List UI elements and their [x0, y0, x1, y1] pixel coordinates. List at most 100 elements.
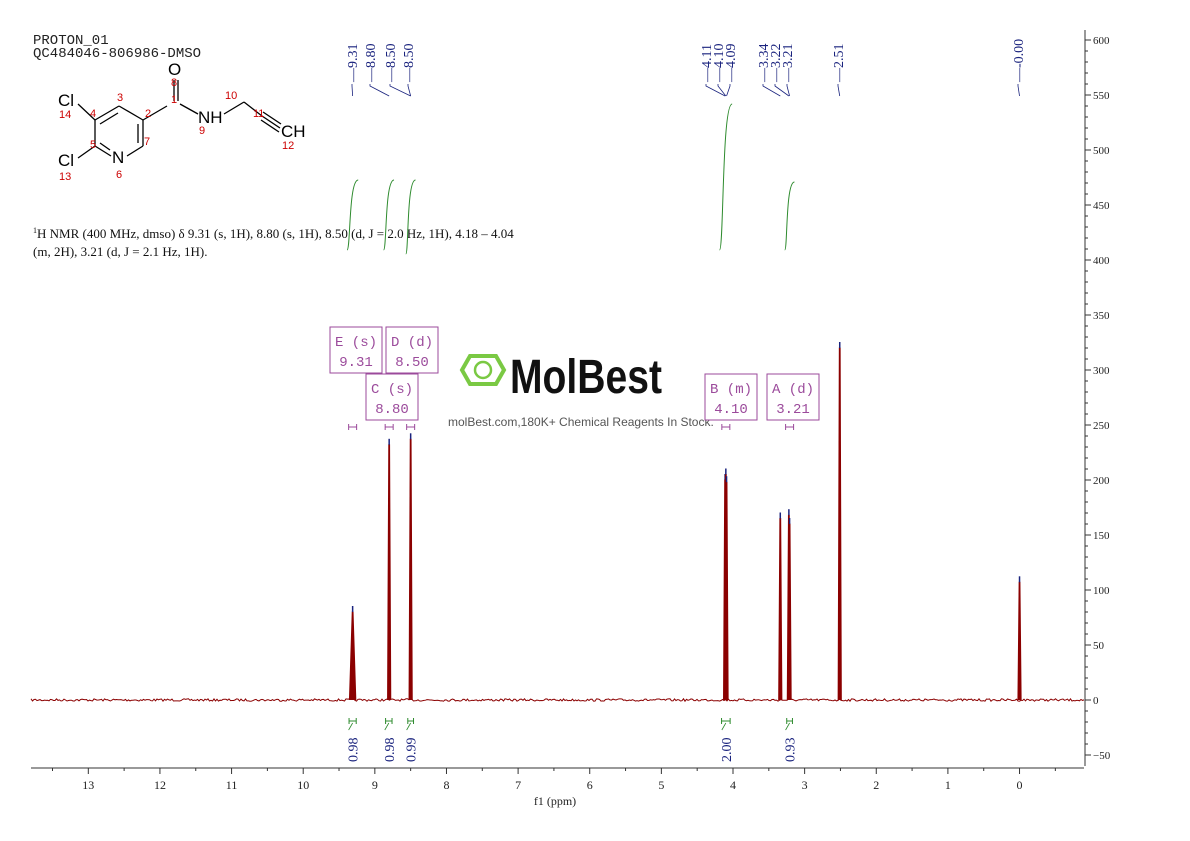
integrals: 0.98 0.98 0.99 2.00 0.93 — [346, 103, 799, 763]
multiplet-box: C (s) 8.80 — [365, 373, 419, 430]
multiplet-box-frame — [766, 373, 820, 421]
multiplet-letter: D (d) — [391, 335, 433, 351]
integral-connector — [384, 722, 390, 731]
integral-value: 0.93 — [784, 738, 799, 763]
multiplet-range-marker — [348, 424, 358, 430]
multiplet-range-marker — [406, 424, 416, 430]
y-tick-label: 500 — [1093, 145, 1110, 157]
superscript-1: 1 — [33, 226, 37, 235]
y-tick-label: 50 — [1093, 640, 1105, 652]
x-tick-label: 12 — [154, 778, 166, 792]
spectrum-baseline — [30, 697, 1085, 703]
atom-number: 7 — [144, 136, 150, 148]
atom-number: 14 — [59, 109, 71, 121]
peak — [408, 438, 413, 701]
integral-curve — [383, 179, 395, 251]
peak-label-connector — [389, 84, 411, 97]
multiplet-range-marker — [721, 424, 731, 430]
atom-number: 5 — [90, 139, 96, 151]
x-tick-label: 2 — [873, 778, 879, 792]
multiplet-shift: 8.50 — [395, 355, 429, 371]
integral-bracket — [348, 718, 357, 724]
integral-value: 0.98 — [347, 738, 362, 763]
y-tick-label: 200 — [1093, 475, 1110, 487]
integral-connector — [721, 722, 727, 731]
integral-bracket — [721, 718, 731, 724]
multiplet-box-frame — [704, 373, 758, 421]
multiplet-letter: B (m) — [710, 382, 752, 398]
peak-label: —3.34 — [757, 44, 772, 84]
peak — [778, 518, 783, 701]
molecule-atoms: O NH CH N Cl Cl — [58, 60, 306, 170]
peak-label: —4.09 — [724, 44, 739, 84]
multiplet-box-frame — [385, 326, 439, 374]
atom-numbers: 1 2 3 4 5 6 7 8 9 10 11 12 13 14 — [59, 77, 294, 183]
peak-label: —2.51 — [832, 44, 847, 84]
integral-value: 2.00 — [720, 738, 735, 763]
multiplet-range-marker — [384, 424, 394, 430]
multiplet-box-frame — [329, 326, 383, 374]
multiplet-range-marker — [785, 424, 795, 430]
multiplet-shift: 3.21 — [776, 402, 810, 418]
peak-label: —9.31 — [346, 44, 361, 84]
multiplet-box: E (s) 9.31 — [329, 326, 383, 430]
atom-nitrogen: N — [112, 148, 124, 167]
peak-label-connector — [726, 84, 731, 97]
peak-label-connector — [705, 84, 726, 97]
multiplet-box: A (d) 3.21 — [766, 373, 820, 430]
spectrum — [30, 342, 1085, 703]
x-tick-label: 13 — [82, 778, 94, 792]
peak-labels: —9.31 —8.80 —8.50 —8.50 —4.11—4.10—4.09 —3.34… — [346, 39, 1027, 97]
atom-number: 4 — [90, 108, 96, 120]
integral-value: 0.99 — [405, 738, 420, 763]
peak-label: —3.21 — [781, 44, 796, 84]
svg-text:1H NMR (400 MHz, dmso) δ 9.31: 1H NMR (400 MHz, dmso) δ 9.31 (s, 1H), 8… — [33, 226, 514, 241]
integral-connector — [348, 722, 353, 731]
multiplet-box: B (m) 4.10 — [704, 373, 758, 430]
benzene-logo-icon — [459, 354, 507, 386]
peak — [387, 444, 392, 701]
multiplet-shift: 9.31 — [339, 355, 373, 371]
x-tick-label: 0 — [1017, 778, 1023, 792]
y-tick-label: 0 — [1093, 695, 1099, 707]
y-tick-label: 550 — [1093, 90, 1110, 102]
peak — [348, 611, 357, 701]
x-tick-label: 6 — [587, 778, 593, 792]
x-tick-label: 4 — [730, 778, 736, 792]
multiplet-letter: E (s) — [335, 335, 377, 351]
x-tick-label: 7 — [515, 778, 521, 792]
description-line-2: (m, 2H), 3.21 (d, J = 2.1 Hz, 1H). — [33, 244, 208, 259]
benzene-logo-ring — [473, 360, 493, 380]
integral-curve — [405, 179, 416, 255]
y-tick-label: 100 — [1093, 585, 1110, 597]
y-tick-label: 150 — [1093, 530, 1110, 542]
description-line-1: H NMR (400 MHz, dmso) δ 9.31 (s, 1H), 8.… — [37, 226, 514, 241]
x-tick-label: 9 — [372, 778, 378, 792]
integral-bracket — [786, 718, 793, 724]
peak-label-connector — [837, 84, 841, 97]
x-tick-label: 8 — [443, 778, 449, 792]
multiplet-shift: 8.80 — [375, 402, 409, 418]
y-tick-label: 600 — [1093, 35, 1110, 47]
y-tick-label: −50 — [1093, 750, 1111, 762]
atom-number: 6 — [116, 169, 122, 181]
peak-label-connector — [407, 84, 412, 97]
peak-label: —8.50 — [402, 44, 417, 84]
sample-id: QC484046-806986-DMSO — [33, 46, 201, 62]
multiplet-shift: 4.10 — [714, 402, 748, 418]
x-tick-label: 5 — [658, 778, 664, 792]
atom-number: 11 — [253, 108, 264, 120]
atom-chlorine-bottom: Cl — [58, 151, 74, 170]
multiplet-letter: C (s) — [371, 382, 413, 398]
multiplet-letter: A (d) — [772, 382, 814, 398]
peak — [1017, 581, 1022, 701]
x-tick-label: 1 — [945, 778, 951, 792]
peak-label: —-0.00 — [1012, 39, 1027, 83]
atom-number: 10 — [225, 90, 237, 102]
atom-oxygen: O — [168, 60, 181, 79]
x-tick-label: 11 — [226, 778, 238, 792]
atom-number: 1 — [171, 94, 177, 106]
peak-label-connector — [786, 84, 790, 97]
integral-connector — [406, 722, 412, 731]
